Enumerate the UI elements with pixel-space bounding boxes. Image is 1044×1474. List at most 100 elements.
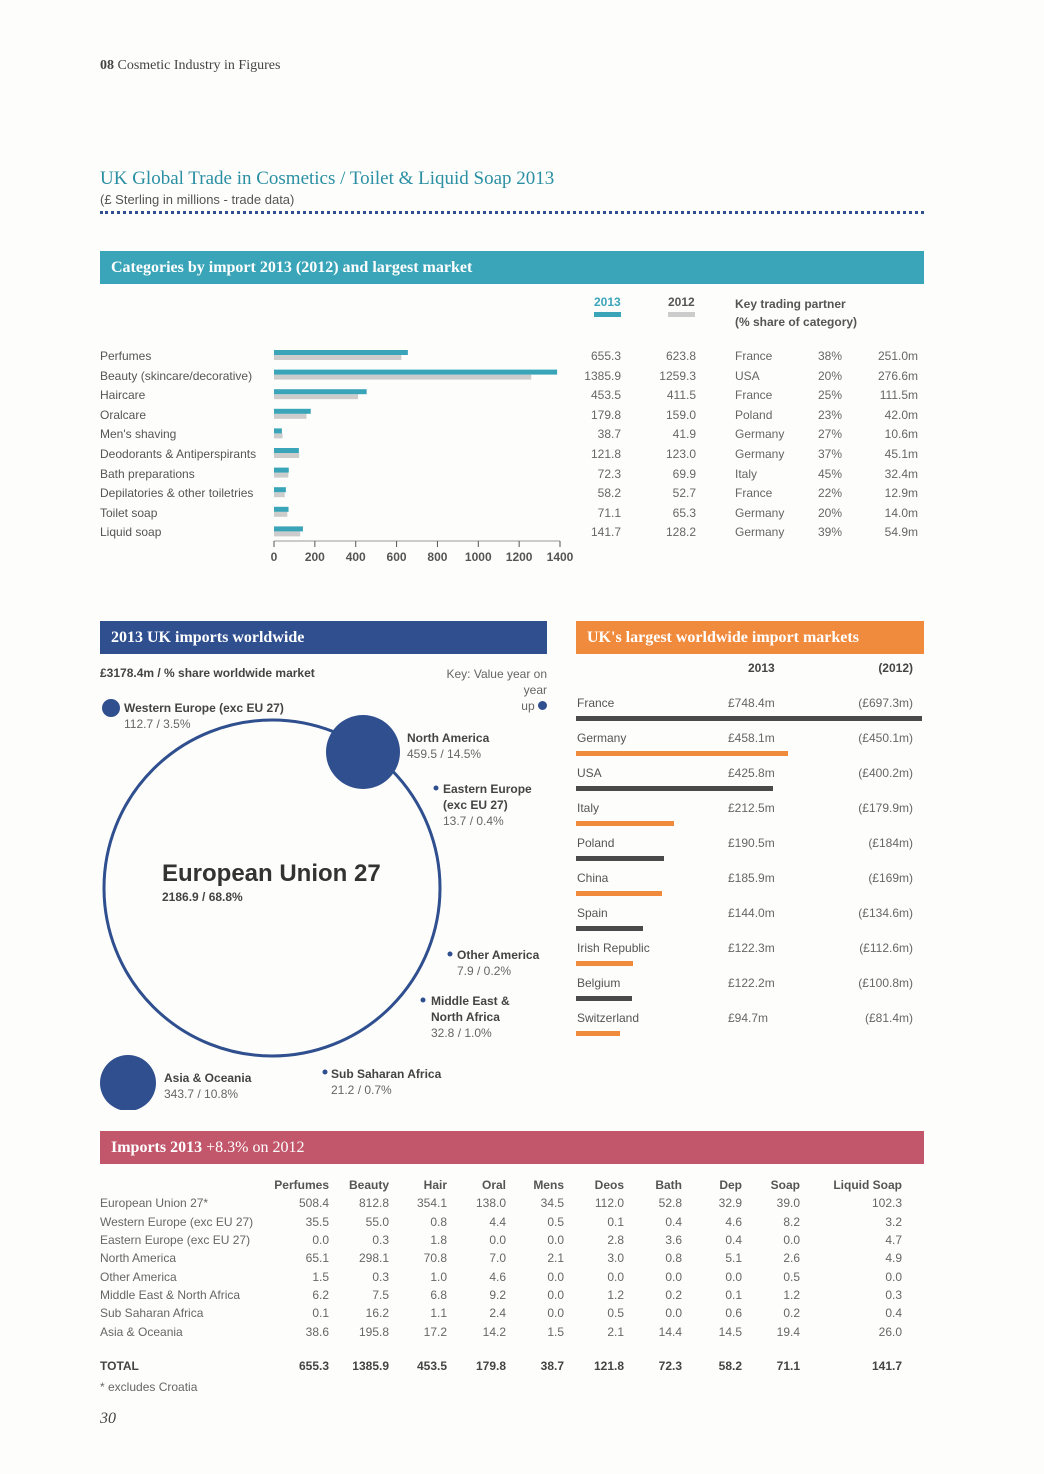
imports-cell: 2.4 <box>489 1306 506 1321</box>
imports-cell: 3.0 <box>607 1251 624 1266</box>
imports-cell: 2.1 <box>607 1324 624 1339</box>
category-label: Oralcare <box>100 407 147 422</box>
imports-cell: 0.4 <box>885 1306 902 1321</box>
partner-name: France <box>735 486 773 501</box>
partner-name: France <box>735 388 773 403</box>
imports-col-header: Perfumes <box>274 1178 329 1193</box>
imports-cell: 3.2 <box>885 1214 902 1229</box>
category-value-2013: 72.3 <box>597 466 621 481</box>
partner-share: 38% <box>818 349 843 363</box>
imports-cell: 16.2 <box>365 1306 389 1321</box>
market-value-2013: £122.2m <box>728 976 775 990</box>
partner-name: Germany <box>735 505 785 520</box>
imports-cell: 0.0 <box>312 1233 329 1248</box>
imports-cell: 0.1 <box>312 1306 329 1321</box>
imports-cell: 0.2 <box>665 1287 682 1302</box>
partner-name: Poland <box>735 407 773 422</box>
col-2013-label: 2013 <box>594 295 621 309</box>
imports-row: Western Europe (exc EU 27) 35.5 55.0 0.8 4.4… <box>100 1213 902 1231</box>
imports-total-cell: 72.3 <box>658 1358 682 1373</box>
category-value-2013: 179.8 <box>590 407 621 422</box>
market-value-2013: £212.5m <box>728 801 775 815</box>
markets-col-2013: 2013 <box>748 661 775 675</box>
imports-total-cell: 38.7 <box>540 1358 564 1373</box>
imports-cell: 3.6 <box>665 1233 682 1248</box>
imports-cell: 8.2 <box>783 1214 800 1229</box>
imports-cell: 7.0 <box>489 1251 506 1266</box>
imports-cell: 298.1 <box>358 1251 389 1266</box>
worldwide-header: 2013 UK imports worldwide <box>100 621 547 654</box>
imports-cell: 1.0 <box>430 1269 447 1284</box>
imports-cell: 0.1 <box>725 1287 742 1302</box>
partner-header-line2: (% share of category) <box>735 315 858 329</box>
imports-cell: 1.5 <box>547 1324 564 1339</box>
bar-2013 <box>274 369 558 375</box>
western-europe-bubble <box>102 699 120 717</box>
category-value-2012: 411.5 <box>666 388 696 403</box>
market-value-2012: (£184m) <box>868 836 913 850</box>
imports-col-header: Bath <box>655 1178 682 1193</box>
imports-row: Other America 1.5 0.3 1.0 4.6 0.0 0.0 0.0 0.0 0.5… <box>100 1267 902 1285</box>
imports-col-region <box>100 1176 274 1194</box>
category-label: Men's shaving <box>100 427 177 442</box>
bar-2012 <box>274 472 289 478</box>
markets-header: UK's largest worldwide import markets <box>576 621 924 654</box>
market-country: Italy <box>577 801 600 815</box>
bar-2012 <box>274 433 283 439</box>
eastern-europe-dot <box>433 785 439 791</box>
imports-region: Sub Saharan Africa <box>100 1306 204 1321</box>
market-country: Germany <box>577 731 627 745</box>
market-value-2012: (£400.2m) <box>858 766 913 780</box>
partner-header-line1: Key trading partner <box>735 297 846 311</box>
mena-name: Middle East & <box>431 994 510 1008</box>
eastern-europe-name2: (exc EU 27) <box>443 798 508 812</box>
imports-cell: 0.6 <box>725 1306 742 1321</box>
imports-total-cell: 655.3 <box>298 1358 329 1373</box>
imports-col-header: Dep <box>719 1178 742 1193</box>
partner-share: 37% <box>818 447 843 461</box>
market-country: Belgium <box>577 976 621 990</box>
x-tick-label: 1200 <box>506 550 533 564</box>
imports-cell: 0.8 <box>430 1214 447 1229</box>
imports-cell: 0.3 <box>372 1269 389 1284</box>
market-bar <box>576 891 662 896</box>
partner-name: USA <box>735 368 760 383</box>
imports-total-cell: 121.8 <box>593 1358 624 1373</box>
market-value-2013: £425.8m <box>728 766 775 780</box>
imports-cell: 112.0 <box>594 1196 624 1211</box>
imports-total-cell: 1385.9 <box>352 1358 389 1373</box>
page-title: UK Global Trade in Cosmetics / Toilet & … <box>100 168 555 189</box>
market-bar <box>576 821 675 826</box>
dotted-divider <box>100 211 924 214</box>
category-label: Haircare <box>100 388 146 403</box>
category-label: Depilatories & other toiletries <box>100 486 254 501</box>
bar-2012 <box>274 453 300 458</box>
ssa-value: 21.2 / 0.7% <box>331 1083 392 1097</box>
section-number: 08 <box>100 58 114 73</box>
partner-value: 111.5m <box>879 388 918 403</box>
bar-2012 <box>274 492 285 498</box>
imports-cell: 6.2 <box>312 1287 329 1302</box>
partner-name: France <box>735 349 773 363</box>
x-tick-label: 600 <box>387 550 407 564</box>
partner-share: 45% <box>818 466 843 481</box>
imports-cell: 14.5 <box>718 1324 742 1339</box>
imports-cell: 195.8 <box>358 1324 389 1339</box>
key-dot-icon <box>538 701 547 710</box>
market-value-2012: (£697.3m) <box>858 696 913 710</box>
imports-cell: 1.2 <box>607 1287 624 1302</box>
partner-value: 45.1m <box>884 447 918 461</box>
category-value-2012: 123.0 <box>665 447 696 461</box>
category-label: Liquid soap <box>100 525 162 540</box>
market-value-2013: £144.0m <box>728 906 775 920</box>
imports-cell: 32.9 <box>718 1196 742 1211</box>
key-text: Key: Value year on year <box>446 667 547 697</box>
market-country: Poland <box>577 836 615 850</box>
imports-table-body: European Union 27* 508.4 812.8 354.1 138.0 34… <box>100 1194 902 1375</box>
market-value-2012: (£134.6m) <box>858 906 913 920</box>
market-value-2013: £190.5m <box>728 836 775 850</box>
bar-2012 <box>274 413 307 419</box>
imports-cell: 0.8 <box>665 1251 682 1266</box>
x-tick-label: 1400 <box>547 550 574 564</box>
category-value-2013: 71.1 <box>597 505 621 520</box>
